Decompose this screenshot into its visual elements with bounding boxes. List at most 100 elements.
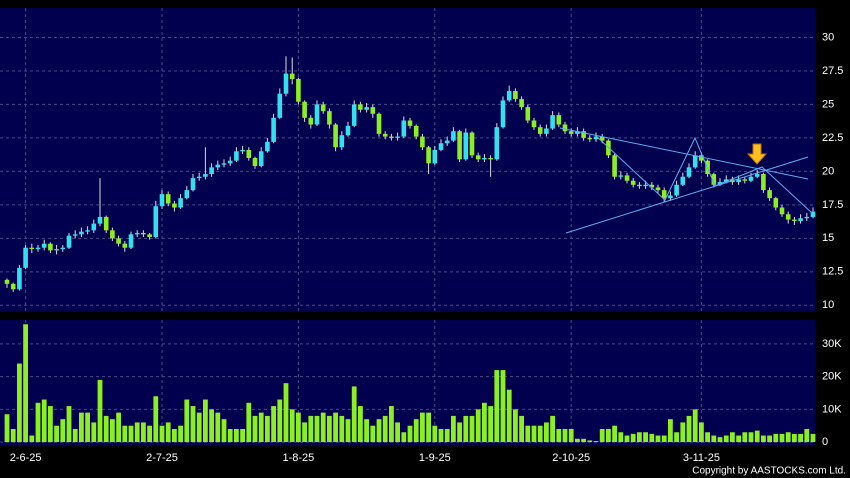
y-tick-label: 30	[822, 31, 834, 43]
candle-body	[699, 155, 704, 161]
candle-body	[426, 147, 431, 164]
volume-bar	[147, 425, 152, 443]
candle-body	[141, 232, 146, 235]
candle-body	[513, 91, 518, 100]
candle-body	[159, 194, 165, 207]
candle-body	[240, 149, 245, 152]
volume-bar	[128, 425, 134, 443]
candle-body	[444, 140, 450, 144]
candle-body	[97, 216, 103, 224]
volume-bar	[767, 435, 772, 443]
candle-body	[271, 117, 276, 142]
y-tick-label: 17.5	[822, 199, 843, 211]
zigzag-line	[594, 134, 813, 214]
x-tick-label: 2-10-25	[552, 452, 590, 464]
candle-body	[742, 179, 748, 181]
candle-body	[550, 115, 555, 129]
volume-bar	[345, 419, 351, 443]
volume-bar	[23, 324, 28, 443]
volume-bar	[240, 428, 245, 443]
candle-body	[599, 136, 605, 141]
volume-bar	[116, 412, 121, 443]
candle-body	[556, 115, 562, 125]
y-tick-label: 27.5	[822, 65, 843, 77]
candle-body	[10, 283, 16, 290]
candle-body	[327, 111, 332, 125]
volume-bar	[680, 422, 686, 443]
volume-bar	[792, 433, 797, 443]
candle-body	[4, 279, 10, 284]
volume-bar	[320, 412, 326, 443]
candle-body	[215, 164, 221, 168]
candle-body	[587, 137, 593, 140]
candle-body	[792, 219, 797, 221]
volume-bar	[500, 370, 506, 443]
volume-bar	[4, 414, 10, 443]
candle-body	[178, 198, 183, 208]
volume-bar	[10, 428, 16, 443]
candle-body	[767, 190, 772, 199]
candle-body	[711, 174, 717, 185]
volume-bar	[339, 415, 345, 443]
candle-body	[234, 151, 239, 161]
y-tick-label: 15	[822, 232, 834, 244]
candle-body	[221, 163, 227, 165]
volume-bar	[227, 428, 233, 443]
volume-bar	[544, 422, 549, 443]
volume-bar	[172, 428, 177, 443]
volume-bar	[661, 435, 667, 443]
candle-body	[488, 157, 493, 160]
candle-body	[754, 174, 760, 177]
candle-body	[624, 175, 630, 181]
volume-bar	[537, 425, 543, 443]
candle-body	[773, 198, 779, 208]
volume-bar	[91, 422, 97, 443]
y-tick-label: 0	[822, 436, 828, 448]
volume-bar	[234, 428, 239, 443]
candle-body	[630, 180, 636, 185]
candle-body	[761, 174, 766, 191]
volume-bar	[72, 428, 78, 443]
candle-body	[748, 176, 754, 181]
candle-body	[810, 211, 816, 217]
volume-bar	[407, 425, 413, 443]
candle-body	[296, 78, 301, 102]
candle-body	[66, 235, 72, 248]
volume-bar	[649, 433, 655, 443]
volume-bar	[364, 419, 369, 443]
volume-bar	[804, 428, 810, 443]
volume-bar	[798, 433, 803, 443]
candle-body	[531, 120, 537, 128]
volume-bar	[48, 406, 53, 443]
price-panel	[0, 8, 815, 312]
candle-body	[637, 184, 642, 187]
candle-body	[463, 132, 469, 160]
x-tick-label: 3-11-25	[683, 452, 720, 464]
candle-body	[17, 267, 22, 290]
candle-body	[475, 155, 481, 160]
candle-body	[779, 207, 785, 215]
y-tick-label: 22.5	[822, 132, 843, 144]
volume-bar	[79, 412, 84, 443]
candle-body	[351, 104, 357, 126]
candle-body	[451, 131, 456, 141]
volume-bar	[754, 430, 760, 443]
candle-body	[370, 107, 376, 114]
volume-bar	[568, 428, 574, 443]
candle-body	[203, 174, 208, 177]
volume-bar	[556, 428, 562, 443]
volume-bar	[370, 425, 376, 443]
volume-bar	[196, 412, 202, 443]
volume-bar	[761, 435, 766, 443]
volume-bar	[593, 441, 599, 443]
candle-body	[308, 117, 314, 125]
candle-body	[519, 99, 524, 108]
candle-body	[29, 247, 35, 250]
candle-body	[643, 184, 648, 187]
candle-body	[110, 230, 115, 239]
candle-body	[364, 107, 369, 110]
candle-body	[376, 113, 382, 134]
candle-body	[283, 73, 289, 94]
volume-bar	[463, 415, 469, 443]
candle-body	[320, 104, 326, 112]
